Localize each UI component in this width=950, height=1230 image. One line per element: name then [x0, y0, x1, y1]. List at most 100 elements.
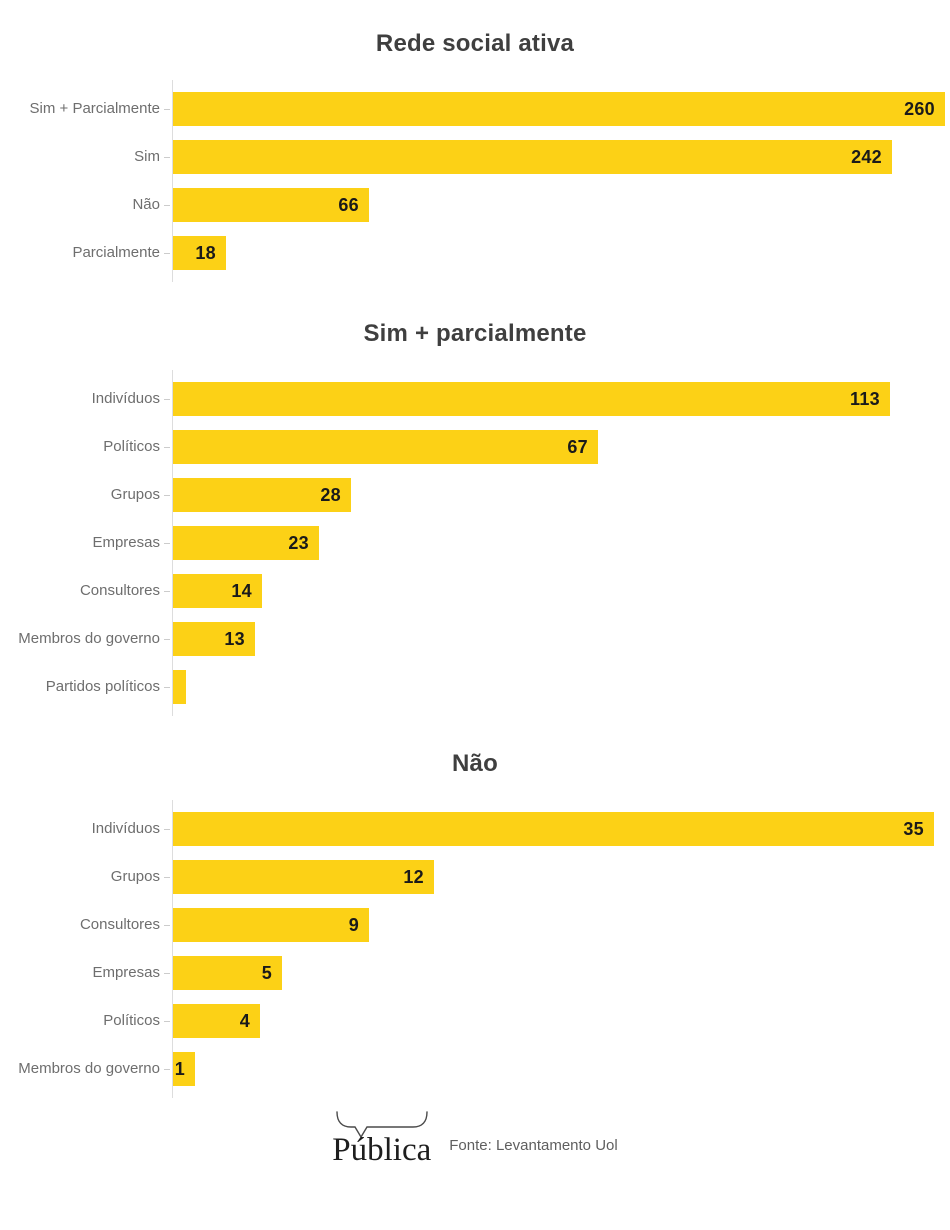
chart-plot-area: Sim + Parcialmente 260 Sim 242 Não 66 Pa…: [30, 80, 950, 282]
value-label: 242: [851, 146, 882, 167]
bar: 23: [173, 526, 319, 560]
footer: Pública Fonte: Levantamento Uol: [0, 1110, 950, 1167]
category-label: Grupos: [110, 868, 160, 885]
chart-plot-area: Indivíduos 35 Grupos 12 Consultores 9 Em…: [18, 800, 950, 1098]
chart-title: Rede social ativa: [375, 30, 575, 57]
value-label: 12: [403, 866, 424, 887]
value-label: 14: [231, 580, 252, 601]
category-label: Políticos: [103, 438, 160, 455]
chart-title: Sim + parcialmente: [363, 320, 587, 347]
bar-row: Grupos 28: [111, 471, 950, 519]
bar: 14: [173, 574, 262, 608]
value-label: 4: [239, 1010, 250, 1031]
bar-row: Partidos políticos: [46, 663, 950, 711]
axis-tick: [164, 639, 170, 640]
bar-row: Membros do governo 13: [18, 615, 950, 663]
axis-tick: [164, 205, 170, 206]
bar-row: Políticos 67: [103, 423, 950, 471]
value-label: 260: [904, 98, 935, 119]
axis-tick: [164, 495, 170, 496]
bar: 18: [173, 236, 226, 270]
category-label: Consultores: [79, 582, 160, 599]
category-label: Políticos: [103, 1012, 160, 1029]
bar-row: Consultores 9: [80, 901, 950, 949]
axis-tick: [164, 829, 170, 830]
infographic-page: Rede social ativa Sim + Parcialmente 260…: [0, 30, 950, 1230]
category-label: Não: [132, 196, 160, 213]
value-label: 113: [850, 388, 880, 409]
bar: 4: [173, 1004, 260, 1038]
bar: 113: [173, 382, 890, 416]
value-label: 67: [567, 436, 588, 457]
value-label: 1: [174, 1058, 185, 1079]
bar: 66: [173, 188, 369, 222]
source-text: Fonte: Levantamento Uol: [449, 1137, 618, 1154]
charts-container: Rede social ativa Sim + Parcialmente 260…: [0, 30, 950, 1098]
value-label: 35: [903, 818, 924, 839]
axis-tick: [164, 973, 170, 974]
category-label: Membros do governo: [18, 1060, 160, 1077]
bar: 28: [173, 478, 351, 512]
chart-section: Rede social ativa Sim + Parcialmente 260…: [0, 30, 950, 282]
bar-row: Indivíduos 113: [92, 375, 950, 423]
chart-section: Não Indivíduos 35 Grupos 12 Consultores …: [0, 750, 950, 1098]
bar-row: Indivíduos 35: [92, 805, 950, 853]
bar-row: Parcialmente 18: [72, 229, 950, 277]
axis-tick: [164, 687, 170, 688]
category-label: Grupos: [110, 486, 160, 503]
bar: 242: [173, 140, 892, 174]
bar-row: Empresas 5: [92, 949, 950, 997]
bar-row: Não 66: [132, 181, 950, 229]
axis-tick: [164, 109, 170, 110]
axis-tick: [164, 543, 170, 544]
axis-tick: [164, 925, 170, 926]
category-label: Sim + Parcialmente: [29, 100, 160, 117]
axis-tick: [164, 399, 170, 400]
bar-row: Políticos 4: [103, 997, 950, 1045]
bar-row: Sim 242: [134, 133, 950, 181]
bar: 1: [173, 1052, 195, 1086]
axis-tick: [164, 1069, 170, 1070]
category-label: Consultores: [79, 916, 160, 933]
category-label: Indivíduos: [91, 820, 160, 837]
chart-title: Não: [452, 750, 498, 777]
category-label: Indivíduos: [91, 390, 160, 407]
category-label: Empresas: [92, 964, 160, 981]
category-label: Sim: [134, 148, 160, 165]
bar: 35: [173, 812, 934, 846]
bar-row: Consultores 14: [80, 567, 950, 615]
value-label: 18: [195, 242, 216, 263]
axis-tick: [164, 253, 170, 254]
category-label: Partidos políticos: [45, 678, 160, 695]
axis-tick: [164, 591, 170, 592]
bar: 260: [173, 92, 945, 126]
bar-row: Empresas 23: [92, 519, 950, 567]
chart-section: Sim + parcialmente Indivíduos 113 Políti…: [0, 320, 950, 716]
bar: 67: [173, 430, 598, 464]
bar-row: Membros do governo 1: [18, 1045, 950, 1093]
value-label: 23: [288, 532, 309, 553]
bar: 5: [173, 956, 282, 990]
category-label: Membros do governo: [18, 630, 160, 647]
bar: [173, 670, 186, 704]
category-label: Empresas: [92, 534, 160, 551]
bar: 13: [173, 622, 255, 656]
axis-tick: [164, 877, 170, 878]
logo-brace-icon: [336, 1111, 428, 1139]
value-label: 9: [348, 914, 359, 935]
chart-plot-area: Indivíduos 113 Políticos 67 Grupos 28 Em…: [18, 370, 950, 716]
axis-tick: [164, 157, 170, 158]
bar-row: Sim + Parcialmente 260: [30, 85, 950, 133]
category-label: Parcialmente: [72, 244, 160, 261]
bar: 12: [173, 860, 434, 894]
bar-row: Grupos 12: [111, 853, 950, 901]
value-label: 28: [320, 484, 341, 505]
bar: 9: [173, 908, 369, 942]
value-label: 5: [261, 962, 272, 983]
axis-tick: [164, 447, 170, 448]
value-label: 13: [224, 628, 245, 649]
value-label: 66: [338, 194, 359, 215]
axis-tick: [164, 1021, 170, 1022]
publica-logo: Pública: [332, 1110, 431, 1167]
logo-text: Pública: [332, 1132, 432, 1168]
